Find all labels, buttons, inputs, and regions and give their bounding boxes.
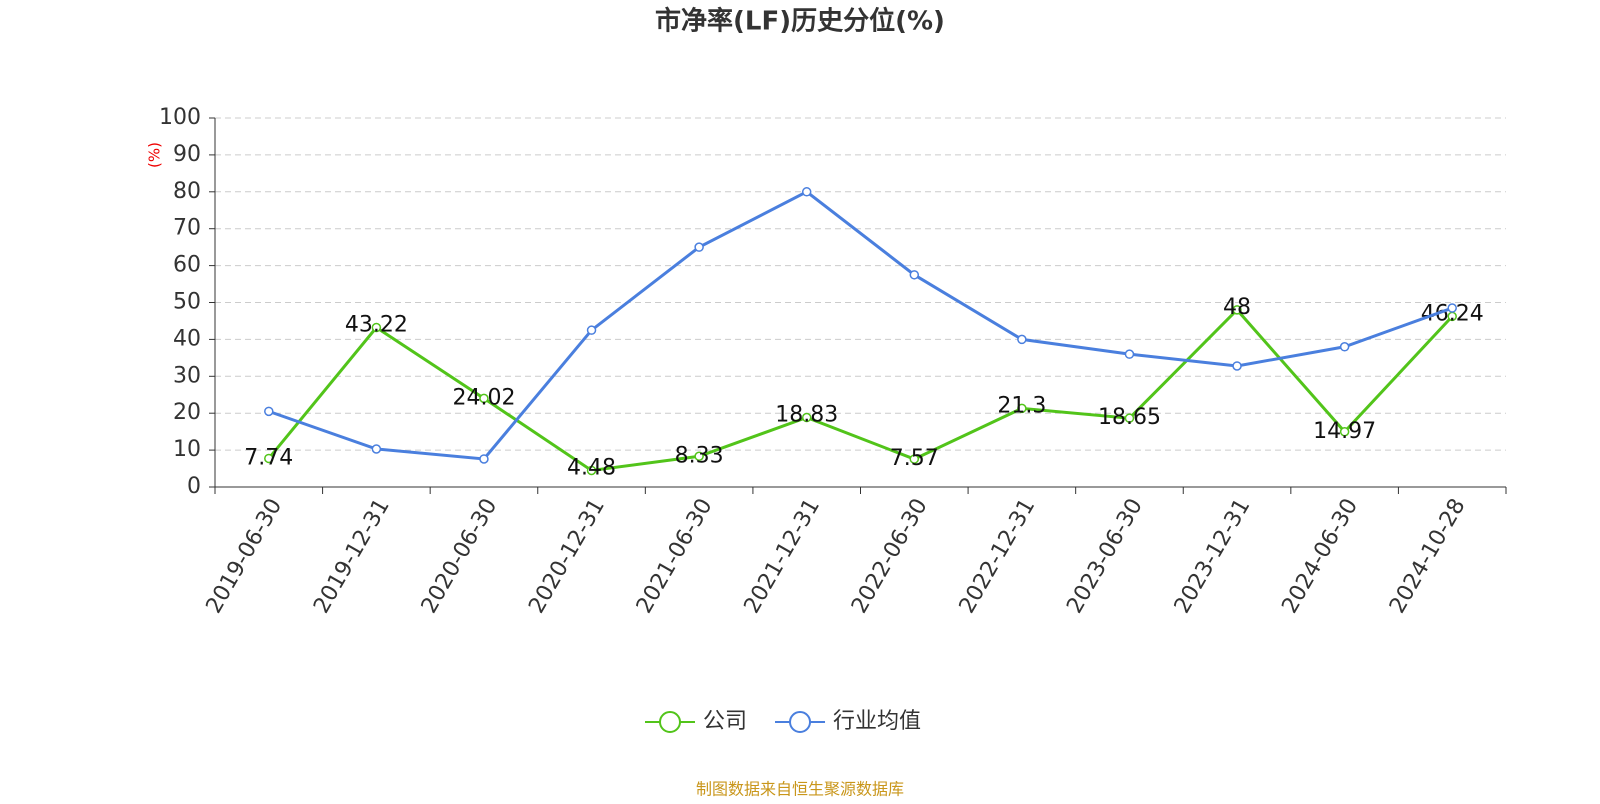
series-line bbox=[268, 190, 1453, 461]
y-tick-label: 60 bbox=[173, 253, 201, 278]
point bbox=[479, 393, 489, 404]
point bbox=[371, 444, 382, 454]
chart-title: 市净率(LF)历史分位(%) bbox=[655, 6, 945, 37]
x-tick-label: 2019-06-30 bbox=[202, 495, 288, 618]
y-tick-label: 100 bbox=[159, 105, 201, 130]
legend-label: 行业均值 bbox=[833, 709, 921, 734]
data-label: 21.3 bbox=[997, 393, 1046, 418]
y-axis-label: (%) bbox=[146, 142, 164, 168]
point bbox=[264, 406, 274, 417]
y-tick-label: 20 bbox=[173, 400, 201, 425]
data-label: 8.33 bbox=[675, 443, 724, 468]
point bbox=[694, 451, 704, 462]
x-tick-label: 2021-06-30 bbox=[632, 495, 718, 618]
x-tick-label: 2024-06-30 bbox=[1277, 495, 1363, 618]
data-label: 4.48 bbox=[567, 455, 616, 480]
data-label: 48 bbox=[1223, 295, 1251, 320]
y-tick-label: 80 bbox=[173, 179, 201, 204]
data-label: 24.02 bbox=[452, 385, 515, 410]
point bbox=[694, 242, 704, 252]
x-tick-label: 2023-12-31 bbox=[1170, 495, 1256, 618]
point bbox=[264, 453, 274, 464]
legend-marker bbox=[659, 711, 681, 733]
x-tick-label: 2019-12-31 bbox=[309, 495, 395, 618]
x-tick-label: 2024-10-28 bbox=[1385, 495, 1471, 618]
data-label: 7.57 bbox=[890, 446, 939, 471]
point bbox=[586, 465, 597, 476]
point bbox=[479, 454, 489, 464]
data-label: 43.22 bbox=[345, 313, 408, 338]
point bbox=[1232, 305, 1242, 315]
point bbox=[586, 325, 597, 335]
data-label: 7.74 bbox=[244, 445, 293, 470]
point bbox=[1124, 349, 1135, 359]
y-tick-label: 70 bbox=[173, 216, 201, 241]
point bbox=[909, 270, 920, 280]
series-line bbox=[267, 307, 1454, 473]
legend-marker bbox=[789, 711, 812, 733]
point bbox=[1232, 361, 1242, 371]
point bbox=[371, 322, 382, 333]
y-tick-label: 50 bbox=[173, 290, 201, 315]
y-tick-label: 10 bbox=[173, 437, 201, 462]
data-label: 14.97 bbox=[1313, 419, 1376, 444]
x-tick-label: 2022-06-30 bbox=[847, 495, 933, 618]
point bbox=[1447, 303, 1457, 313]
y-tick-label: 30 bbox=[173, 363, 201, 388]
point bbox=[1017, 334, 1027, 345]
x-tick-label: 2023-06-30 bbox=[1062, 495, 1148, 618]
x-tick-label: 2020-12-31 bbox=[524, 495, 610, 618]
x-tick-label: 2021-12-31 bbox=[740, 495, 826, 618]
legend-label: 公司 bbox=[703, 709, 747, 734]
y-tick-label: 0 bbox=[187, 474, 201, 499]
point bbox=[909, 454, 920, 464]
point bbox=[1339, 427, 1350, 437]
data-label: 18.65 bbox=[1098, 405, 1161, 430]
point bbox=[1124, 413, 1135, 423]
y-tick-label: 40 bbox=[173, 326, 201, 351]
point bbox=[801, 187, 812, 197]
point bbox=[801, 412, 812, 423]
x-tick-label: 2022-12-31 bbox=[955, 495, 1041, 618]
x-tick-label: 2020-06-30 bbox=[417, 495, 503, 618]
data-label: 18.83 bbox=[775, 403, 838, 428]
source: 制图数据来自恒生聚源数据库 bbox=[696, 780, 904, 799]
point bbox=[1017, 403, 1027, 414]
point bbox=[1339, 342, 1350, 352]
y-tick-label: 90 bbox=[173, 142, 201, 167]
